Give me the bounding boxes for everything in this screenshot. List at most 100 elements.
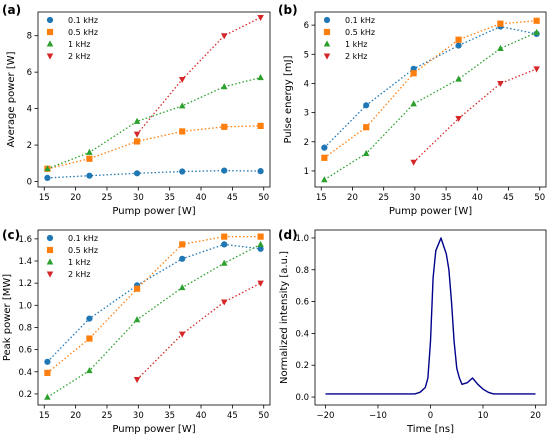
data-point [257, 233, 264, 240]
data-point [321, 154, 328, 161]
legend-marker [323, 53, 331, 60]
legend-label: 0.5 kHz [345, 28, 375, 37]
data-point [179, 128, 186, 135]
series-1-kHz [321, 28, 540, 183]
data-point [86, 148, 93, 155]
x-tick-label: 30 [409, 193, 420, 203]
x-tick-label: 35 [164, 193, 175, 203]
series-line [324, 20, 537, 159]
y-tick-label: 1.0 [295, 234, 309, 244]
y-tick-label: 6 [27, 68, 32, 78]
panel-label: (b) [278, 3, 298, 17]
x-tick-label: 15 [316, 193, 327, 203]
x-tick-label: 25 [102, 193, 113, 203]
y-tick-label: 1.2 [18, 279, 32, 289]
data-point [220, 259, 228, 266]
x-tick-label: 30 [133, 411, 144, 421]
data-point [362, 149, 370, 156]
series-1-kHz [44, 74, 264, 172]
series-1-kHz [44, 240, 264, 400]
y-tick-label: 0.4 [18, 368, 32, 378]
series-line [324, 31, 537, 181]
legend: 0.1 kHz 0.5 kHz 1 kHz 2 kHz [46, 16, 98, 61]
legend-label: 1 kHz [68, 40, 90, 49]
x-tick-label: 20 [347, 193, 358, 203]
data-point [178, 331, 186, 338]
data-point [533, 17, 540, 24]
axes-frame [314, 11, 547, 188]
y-tick-label: 0.6 [18, 346, 32, 356]
data-point [533, 28, 540, 35]
data-point [44, 369, 51, 376]
y-tick-label: 4 [27, 105, 32, 115]
panel-label: (a) [2, 3, 21, 17]
y-tick-label: 2 [27, 141, 32, 151]
series-0-5-kHz [44, 233, 264, 376]
data-point [257, 245, 264, 252]
data-point [455, 75, 462, 82]
x-tick-label: −20 [317, 411, 335, 421]
y-tick-label: 2 [304, 138, 309, 148]
data-point [44, 165, 51, 172]
data-point [221, 241, 228, 248]
panel-label: (d) [278, 228, 298, 242]
x-tick-label: 40 [196, 193, 207, 203]
data-point [533, 66, 540, 73]
y-tick-label: 3 [304, 109, 309, 119]
axes-frame [37, 11, 271, 188]
legend: 0.1 kHz 0.5 kHz 1 kHz 2 kHz [46, 234, 98, 279]
data-point [321, 144, 328, 151]
data-point [133, 170, 141, 177]
series-line [47, 76, 261, 170]
data-point [257, 122, 264, 130]
data-point [86, 172, 93, 179]
data-point [178, 284, 186, 291]
series-2-kHz [133, 280, 264, 384]
legend-label: 0.1 kHz [345, 16, 375, 25]
legend-label: 2 kHz [68, 270, 90, 279]
panel-c: (c) 15 20 25 30 35 40 45 50 0.2 0.4 0.6 0.8 1.0 1.2 1.4… [2, 228, 271, 435]
legend-label: 2 kHz [345, 52, 367, 61]
x-axis-label: Pump power [W] [389, 206, 472, 217]
y-tick-label: 0.0 [295, 393, 309, 403]
x-tick-label: 10 [478, 411, 489, 421]
y-tick-label: 0.8 [295, 266, 309, 276]
series-line [47, 243, 261, 398]
series-line [46, 235, 261, 374]
series-2-kHz [410, 66, 540, 166]
legend: 0.1 kHz 0.5 kHz 1 kHz 2 kHz [323, 16, 375, 61]
y-tick-label: 1.6 [18, 235, 32, 245]
legend-label: 1 kHz [68, 258, 90, 267]
legend-marker [46, 53, 54, 60]
x-tick-label: 15 [39, 193, 50, 203]
legend-marker [46, 28, 54, 36]
data-point [363, 124, 370, 131]
y-axis-label: Peak power [MW] [2, 274, 13, 361]
axes-frame [314, 229, 547, 406]
y-tick-label: 0.6 [295, 298, 309, 308]
data-point [410, 159, 417, 166]
y-tick-label: 1.4 [18, 257, 32, 267]
x-tick-label: 50 [258, 411, 269, 421]
legend-marker [46, 271, 54, 278]
x-axis-label: Pump power [W] [112, 424, 195, 435]
legend-marker [46, 246, 54, 254]
data-point [133, 316, 141, 323]
legend-label: 2 kHz [68, 52, 90, 61]
series-line [136, 16, 261, 135]
pulse-trace [325, 237, 536, 395]
data-point [86, 335, 93, 342]
series-line [46, 243, 261, 363]
data-point [86, 155, 93, 162]
series-line [136, 282, 261, 380]
series-line [413, 68, 537, 163]
x-tick-label: 50 [258, 193, 269, 203]
data-point [455, 42, 462, 49]
data-point [179, 168, 186, 175]
legend-marker [46, 258, 54, 265]
data-point [220, 299, 228, 306]
data-point [410, 70, 417, 77]
data-point [455, 36, 462, 43]
series-2-kHz [133, 14, 264, 138]
